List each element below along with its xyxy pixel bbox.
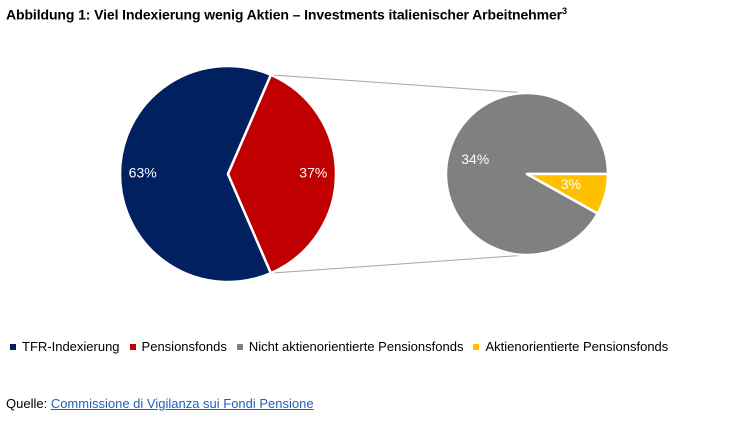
secondary-pie-slice-aktienorientierte-pensionsfonds	[525, 172, 610, 215]
chart-title: Abbildung 1: Viel Indexierung wenig Akti…	[6, 6, 567, 23]
connector-lines	[270, 74, 528, 274]
legend-swatch	[473, 343, 480, 350]
main-pie-slice-tfr-indexierung	[118, 64, 273, 284]
data-label-tfr-indexierung: 63%	[129, 165, 157, 181]
legend-item-aktienorientierte-pensionsfonds: Aktienorientierte Pensionsfonds	[473, 339, 668, 354]
chart-title-text: Abbildung 1: Viel Indexierung wenig Akti…	[6, 6, 562, 23]
legend-label: Nicht aktienorientierte Pensionsfonds	[248, 339, 464, 354]
legend-label: TFR-Indexierung	[22, 339, 120, 354]
chart-legend: TFR-Indexierung Pensionsfonds Nicht aktien…	[10, 339, 725, 354]
legend-item-tfr-indexierung: TFR-Indexierung	[10, 339, 120, 354]
connector-line-top	[270, 74, 528, 94]
data-label-pensionsfonds: 37%	[299, 165, 327, 181]
legend-item-pensionsfonds: Pensionsfonds	[129, 339, 227, 354]
connector-line-bottom	[270, 254, 528, 274]
source-prefix: Quelle:	[6, 396, 51, 411]
data-label-aktienorientierte-pensionsfonds: 3%	[561, 176, 581, 192]
source-line: Quelle: Commissione di Vigilanza sui Fon…	[6, 396, 314, 411]
main-pie-slice-pensionsfonds	[226, 73, 338, 275]
data-label-nicht-aktienorientierte-pensionsfonds: 34%	[461, 151, 489, 167]
source-link[interactable]: Commissione di Vigilanza sui Fondi Pensi…	[50, 396, 314, 411]
legend-swatch	[10, 343, 16, 350]
pie-of-pie-chart: 63% 37% 34% 3%	[118, 64, 610, 284]
legend-label: Pensionsfonds	[141, 339, 227, 354]
legend-label: Aktienorientierte Pensionsfonds	[485, 339, 669, 354]
title-footnote-marker: 3	[561, 6, 567, 16]
legend-item-nicht-aktienorientierte-pensionsfonds: Nicht aktienorientierte Pensionsfonds	[236, 339, 464, 354]
legend-swatch	[236, 343, 243, 350]
legend-swatch	[129, 343, 136, 350]
